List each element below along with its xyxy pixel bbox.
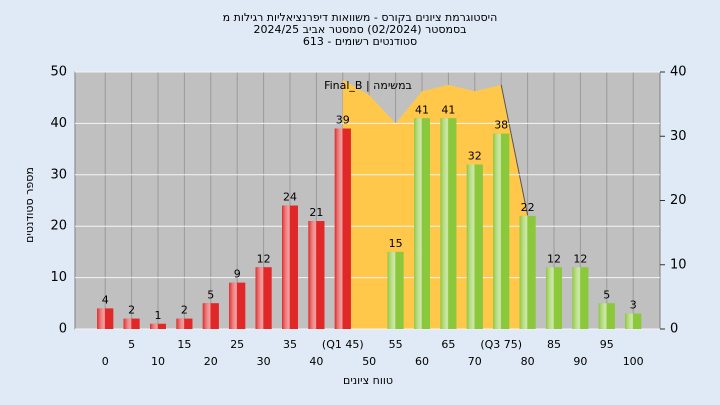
x-tick-label: 95 xyxy=(600,338,614,351)
data-label: 41 xyxy=(415,103,429,116)
x-tick-label: 50 xyxy=(362,355,376,368)
bar-shine xyxy=(202,303,219,329)
x-tick-label: 100 xyxy=(623,355,644,368)
data-label: 38 xyxy=(494,119,508,132)
bar-shine xyxy=(440,118,457,329)
x-tick-label: (Q1 45) xyxy=(322,338,364,351)
y-tick-label: 0 xyxy=(59,322,67,337)
bar-shine xyxy=(97,308,114,329)
x-tick-label: 30 xyxy=(257,355,271,368)
data-label: 3 xyxy=(630,299,637,312)
data-label: 15 xyxy=(389,237,403,250)
data-label: 5 xyxy=(603,288,610,301)
x-tick-label: 80 xyxy=(521,355,535,368)
x-tick-label: 35 xyxy=(283,338,297,351)
bar-shine xyxy=(387,251,404,329)
bar-shine xyxy=(229,282,246,329)
x-tick-label: 60 xyxy=(415,355,429,368)
bar-shine xyxy=(546,267,562,329)
x-tick-label: 25 xyxy=(230,338,244,351)
data-label: 24 xyxy=(283,191,297,204)
bar-shine xyxy=(123,318,140,329)
x-tick-label: 0 xyxy=(102,355,109,368)
data-label: 21 xyxy=(309,206,323,219)
bar-shine xyxy=(466,164,483,329)
y-tick-label: 10 xyxy=(50,270,67,285)
y2-tick-label: 0 xyxy=(670,322,678,337)
bar-shine xyxy=(282,205,298,329)
area-edge xyxy=(500,84,529,216)
data-label: 41 xyxy=(441,103,455,116)
data-label: 22 xyxy=(521,201,535,214)
bar-shine xyxy=(598,303,615,329)
annotation: Final_B | במשימה xyxy=(324,79,412,92)
chart-subtitle: בסמסטר (02/2024) סמסטר אביב 2024/25 xyxy=(253,23,466,36)
x-tick-label: 40 xyxy=(309,355,323,368)
bar-shine xyxy=(255,267,272,329)
bar-shine xyxy=(625,313,642,329)
bar-shine xyxy=(150,323,166,329)
x-tick-label: 70 xyxy=(468,355,482,368)
data-label: 4 xyxy=(102,293,109,306)
x-tick-label: 5 xyxy=(128,338,135,351)
bar-shine xyxy=(414,118,430,329)
x-tick-label: 55 xyxy=(389,338,403,351)
data-label: 5 xyxy=(207,288,214,301)
y2-tick-label: 20 xyxy=(670,193,687,208)
data-label: 32 xyxy=(468,150,482,163)
bar-shine xyxy=(493,133,510,329)
y2-tick-label: 30 xyxy=(670,129,687,144)
data-label: 1 xyxy=(155,309,162,322)
data-label: 12 xyxy=(257,252,271,265)
data-label: 12 xyxy=(547,252,561,265)
y-tick-label: 40 xyxy=(50,116,67,131)
y-tick-label: 20 xyxy=(50,219,67,234)
x-tick-label: 90 xyxy=(573,355,587,368)
data-label: 2 xyxy=(181,304,188,317)
chart-subtitle: 613 - סטודנטים רשומים xyxy=(303,35,417,48)
y-axis-label: מספר סטודנטים xyxy=(23,167,36,243)
y-tick-label: 50 xyxy=(50,65,67,80)
bar-shine xyxy=(519,215,536,329)
bar-shine xyxy=(572,267,589,329)
data-label: 12 xyxy=(573,252,587,265)
x-tick-label: 65 xyxy=(441,338,455,351)
x-axis-label: טווח ציונים xyxy=(343,374,393,387)
y2-tick-label: 10 xyxy=(670,257,687,272)
x-tick-label: 20 xyxy=(204,355,218,368)
x-tick-label: 85 xyxy=(547,338,561,351)
x-tick-label: 10 xyxy=(151,355,165,368)
y2-tick-label: 40 xyxy=(670,65,687,80)
y-tick-label: 30 xyxy=(50,167,67,182)
bar-shine xyxy=(334,128,351,329)
x-tick-label: 15 xyxy=(177,338,191,351)
x-tick-label: (Q3 75) xyxy=(480,338,522,351)
chart-title: היסטוגרמת ציונים בקורס - משוואות דיפרנצי… xyxy=(223,11,498,24)
data-label: 2 xyxy=(128,304,135,317)
bar-shine xyxy=(308,221,325,329)
data-label: 9 xyxy=(234,268,241,281)
bar-shine xyxy=(176,318,193,329)
data-label: 39 xyxy=(336,114,350,127)
